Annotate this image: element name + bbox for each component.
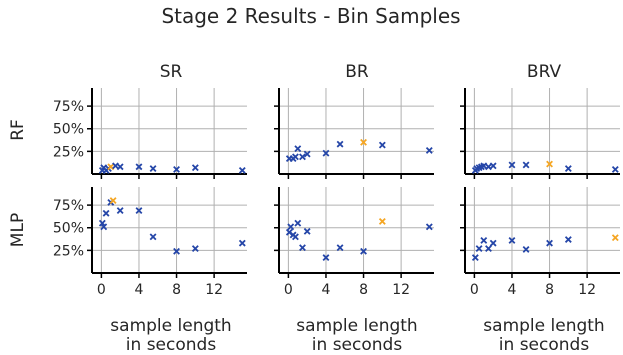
x-tick-label: 12: [392, 282, 410, 298]
panel-rf-brv: [460, 88, 620, 179]
data-point: [287, 223, 295, 231]
row-label-rf: RF: [8, 119, 28, 141]
data-point: [303, 227, 311, 235]
panel-mlp-sr: 25% 50% 75% 0 4 8 12: [53, 187, 247, 298]
column-title-sr: SR: [160, 62, 183, 82]
data-point: [238, 166, 246, 174]
x-tick-label: 0: [470, 282, 479, 298]
column-title-brv: BRV: [527, 62, 562, 82]
data-point: [480, 162, 488, 170]
data-point: [100, 223, 108, 231]
data-point: [299, 244, 306, 252]
highlight-point: [611, 234, 619, 242]
data-point: [471, 254, 479, 262]
panel-mlp-br: 0 4 8 12: [274, 187, 434, 298]
data-point: [191, 245, 199, 252]
data-point: [489, 239, 497, 247]
data-point: [294, 219, 302, 227]
xlabel-line1-sr: sample length: [110, 316, 231, 336]
data-point: [425, 223, 433, 231]
data-point: [322, 254, 330, 262]
data-point: [98, 219, 106, 227]
data-point: [173, 247, 180, 255]
data-point: [522, 161, 530, 169]
data-point: [112, 162, 119, 170]
data-point: [135, 207, 143, 214]
panel-mlp-brv: 0 4 8 12: [460, 187, 620, 298]
data-point: [322, 149, 330, 157]
data-point: [546, 239, 553, 247]
highlight-point: [546, 160, 553, 168]
data-point: [564, 165, 572, 173]
x-tick-label: 8: [172, 282, 181, 298]
data-point: [292, 233, 299, 241]
x-tick-label: 4: [508, 282, 517, 298]
x-tick-label: 12: [205, 282, 223, 298]
xlabel-line1-br: sample length: [296, 316, 417, 336]
data-point: [336, 244, 344, 252]
x-tick-label: 8: [359, 282, 368, 298]
data-point: [480, 236, 488, 244]
x-tick-label: 0: [284, 282, 293, 298]
xlabel-line1-brv: sample length: [483, 316, 604, 336]
data-point: [303, 150, 311, 158]
highlight-point: [109, 197, 117, 205]
row-label-mlp: MLP: [8, 213, 28, 247]
data-point: [116, 163, 124, 171]
data-point: [149, 233, 157, 241]
data-point: [149, 165, 157, 173]
data-point: [485, 163, 492, 171]
data-point: [508, 236, 516, 244]
x-tick-label: 4: [322, 282, 331, 298]
data-point: [238, 239, 246, 247]
data-point: [102, 209, 110, 217]
data-point: [378, 141, 386, 149]
data-point: [475, 245, 483, 252]
panel-rf-br: [274, 88, 434, 179]
data-point: [485, 245, 492, 252]
data-point: [116, 207, 124, 214]
xlabel-line2-sr: in seconds: [126, 335, 217, 355]
highlight-point: [378, 217, 386, 225]
data-point: [191, 164, 199, 172]
data-point: [489, 162, 497, 170]
column-title-br: BR: [345, 62, 369, 82]
data-point: [564, 236, 572, 243]
panel-grid: 25% 50% 75% 25% 50% 75% 0 4 8 12 0 4 8 12 0 4 8 12: [53, 88, 620, 298]
x-tick-label: 0: [97, 282, 106, 298]
y-tick-label: 50%: [53, 221, 84, 237]
data-point: [173, 166, 180, 173]
data-point: [508, 161, 516, 169]
panel-rf-sr: 25% 50% 75%: [53, 88, 247, 179]
y-tick-label: 25%: [53, 243, 84, 259]
xlabel-line2-brv: in seconds: [499, 335, 590, 355]
data-point: [425, 147, 433, 154]
highlight-point: [107, 163, 115, 171]
data-point: [292, 153, 299, 161]
x-tick-label: 8: [545, 282, 554, 298]
data-point: [135, 163, 143, 171]
x-tick-label: 4: [135, 282, 144, 298]
x-tick-label: 12: [578, 282, 596, 298]
y-tick-label: 50%: [53, 122, 84, 138]
data-point: [611, 166, 619, 173]
y-tick-label: 75%: [53, 99, 84, 115]
xlabel-line2-br: in seconds: [312, 335, 403, 355]
y-tick-label: 75%: [53, 198, 84, 214]
data-point: [336, 140, 344, 148]
data-point: [522, 246, 530, 253]
y-tick-label: 25%: [53, 144, 84, 160]
highlight-point: [360, 138, 367, 146]
chart-title: Stage 2 Results - Bin Samples: [161, 4, 460, 28]
data-point: [294, 145, 302, 153]
data-point: [360, 247, 367, 255]
data-point: [299, 153, 306, 161]
